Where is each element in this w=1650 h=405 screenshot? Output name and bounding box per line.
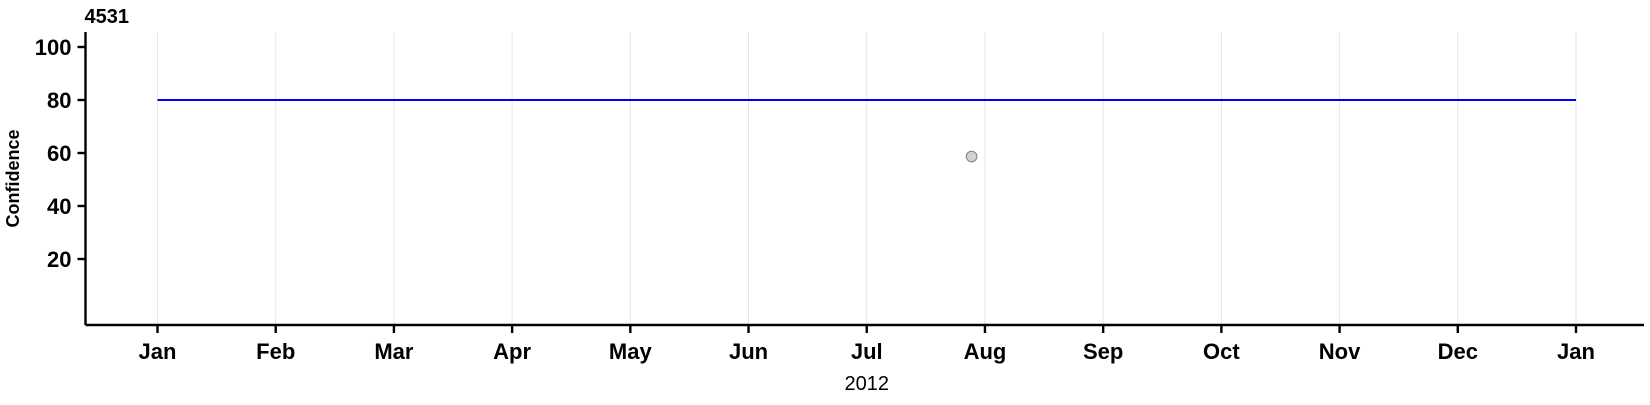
svg-text:Confidence: Confidence bbox=[3, 129, 23, 227]
svg-text:Jan: Jan bbox=[139, 339, 177, 364]
svg-text:2012: 2012 bbox=[845, 373, 890, 395]
svg-text:Dec: Dec bbox=[1438, 339, 1478, 364]
svg-text:Jan: Jan bbox=[1557, 339, 1595, 364]
svg-text:80: 80 bbox=[47, 88, 71, 113]
svg-text:Sep: Sep bbox=[1083, 339, 1123, 364]
svg-text:Oct: Oct bbox=[1203, 339, 1240, 364]
svg-text:Nov: Nov bbox=[1319, 339, 1361, 364]
svg-text:Aug: Aug bbox=[964, 339, 1007, 364]
svg-text:Mar: Mar bbox=[374, 339, 414, 364]
svg-text:Jul: Jul bbox=[851, 339, 883, 364]
svg-text:20: 20 bbox=[47, 247, 71, 272]
svg-text:Feb: Feb bbox=[256, 339, 295, 364]
svg-text:60: 60 bbox=[47, 141, 71, 166]
svg-text:Apr: Apr bbox=[493, 339, 531, 364]
svg-text:4531: 4531 bbox=[85, 6, 130, 28]
svg-text:Jun: Jun bbox=[729, 339, 768, 364]
svg-text:100: 100 bbox=[35, 35, 72, 60]
svg-text:40: 40 bbox=[47, 194, 71, 219]
svg-text:May: May bbox=[609, 339, 653, 364]
